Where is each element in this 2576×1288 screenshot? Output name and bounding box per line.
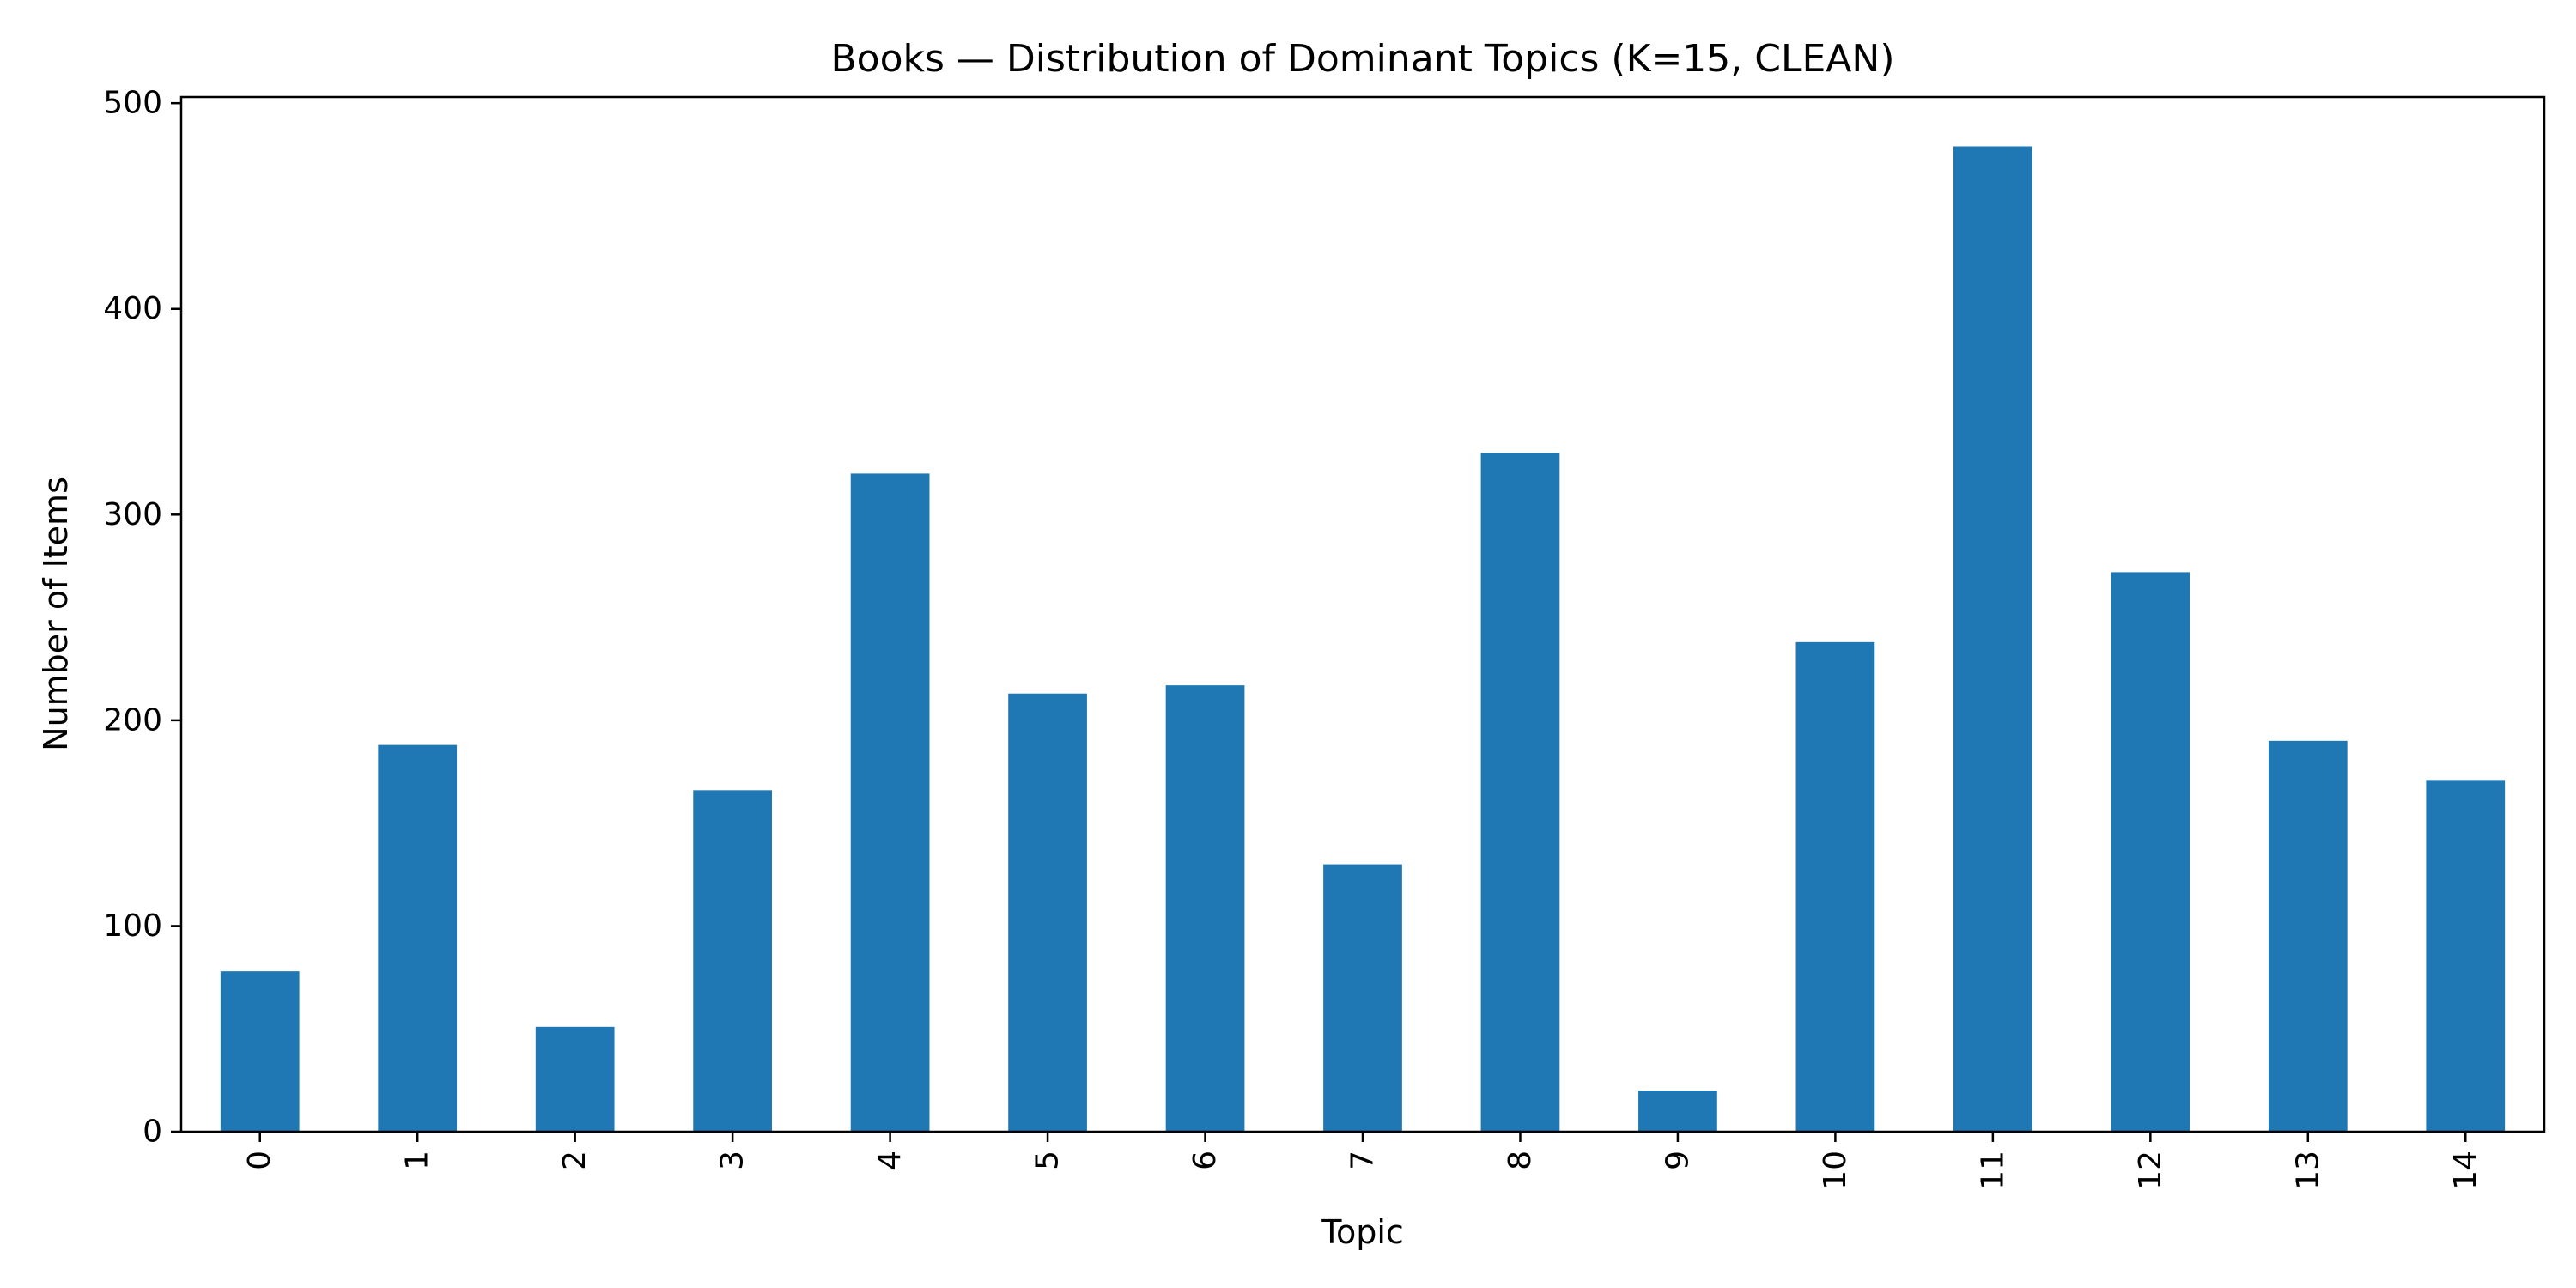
bar-topic-13 <box>2268 740 2348 1132</box>
x-tick-label: 9 <box>1660 1151 1695 1170</box>
bar-topic-4 <box>850 473 930 1132</box>
x-tick-label: 5 <box>1030 1151 1066 1170</box>
bar-topic-0 <box>220 971 300 1132</box>
bar-topic-12 <box>2111 572 2190 1132</box>
x-tick-label: 13 <box>2290 1151 2325 1190</box>
bar-topic-2 <box>535 1026 615 1132</box>
y-axis: 0 100 200 300 400 500 <box>103 86 181 1150</box>
chart-title: Books — Distribution of Dominant Topics … <box>831 37 1895 81</box>
x-tick-label: 12 <box>2133 1151 2168 1190</box>
bar-topic-9 <box>1638 1091 1717 1132</box>
bar-topic-10 <box>1795 641 1875 1132</box>
x-tick-label: 2 <box>557 1151 592 1170</box>
y-tick-label: 400 <box>103 291 162 326</box>
x-tick-label: 6 <box>1188 1151 1223 1170</box>
x-tick-label: 4 <box>872 1151 908 1170</box>
y-tick-label: 100 <box>103 908 162 944</box>
x-tick-label: 7 <box>1346 1151 1381 1170</box>
x-axis: 0 1 2 3 4 5 6 7 8 9 10 11 12 13 14 <box>242 1132 2483 1190</box>
x-axis-label: Topic <box>1321 1213 1404 1251</box>
x-tick-label: 1 <box>400 1151 435 1170</box>
x-tick-label: 10 <box>1818 1151 1853 1190</box>
bar-topic-7 <box>1323 864 1402 1132</box>
plot-frame <box>179 95 2546 1133</box>
y-tick-label: 0 <box>143 1115 162 1150</box>
bars-group <box>220 146 2506 1133</box>
x-tick-label: 0 <box>242 1151 277 1170</box>
x-tick-label: 11 <box>1975 1151 2010 1190</box>
bar-topic-14 <box>2426 780 2506 1132</box>
bar-topic-6 <box>1165 685 1245 1132</box>
x-tick-label: 14 <box>2448 1151 2483 1190</box>
y-tick-label: 200 <box>103 702 162 738</box>
bar-topic-5 <box>1008 693 1087 1132</box>
bar-topic-11 <box>1953 146 2032 1133</box>
x-tick-label: 8 <box>1503 1151 1538 1170</box>
y-tick-label: 300 <box>103 497 162 532</box>
y-tick-label: 500 <box>103 86 162 121</box>
bar-topic-1 <box>378 744 458 1132</box>
x-tick-label: 3 <box>715 1151 750 1170</box>
bar-topic-3 <box>693 790 772 1132</box>
y-axis-label: Number of Items <box>37 477 75 751</box>
bar-topic-8 <box>1480 453 1560 1132</box>
